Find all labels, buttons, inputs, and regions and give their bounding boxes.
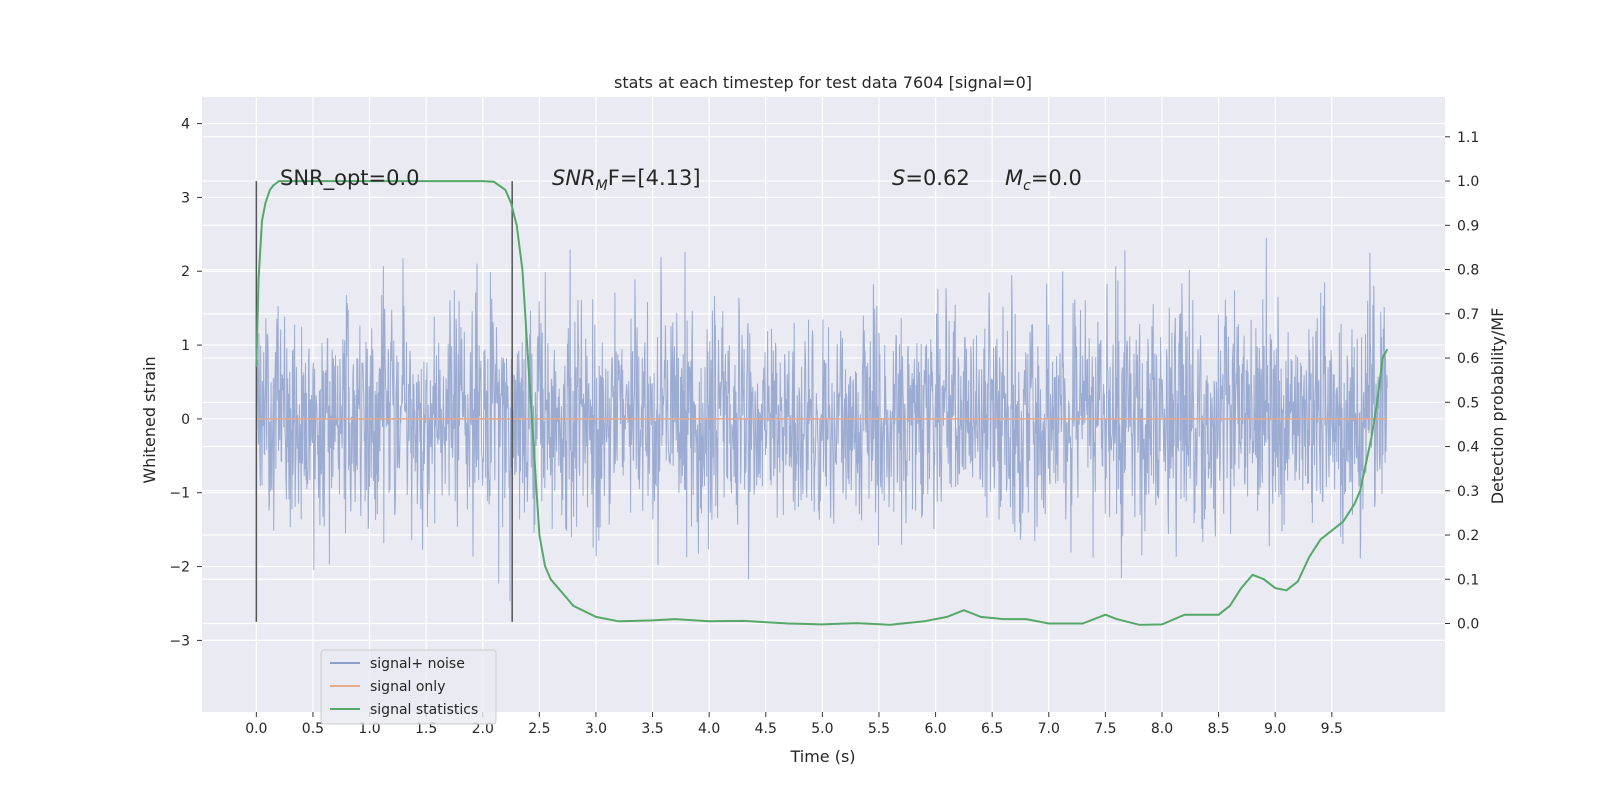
x-tick-label: 7.5: [1094, 721, 1116, 737]
y-axis-label: Whitened strain: [140, 356, 159, 483]
y-tick-label: 1: [181, 338, 190, 354]
signal-noise-series: [255, 237, 1388, 602]
y2-tick-label: 0.0: [1457, 617, 1479, 633]
x-axis-label: Time (s): [789, 747, 855, 766]
x-tick-label: 1.5: [415, 721, 437, 737]
y2-tick-label: 0.3: [1457, 484, 1479, 500]
x-tick-label: 3.0: [585, 721, 607, 737]
x-tick-label: 0.0: [245, 721, 267, 737]
chart-title: stats at each timestep for test data 760…: [614, 73, 1032, 92]
x-tick-label: 9.5: [1321, 721, 1343, 737]
y2-tick-label: 0.1: [1457, 572, 1479, 588]
y-tick-label: 0: [181, 412, 190, 428]
x-tick-label: 8.5: [1207, 721, 1229, 737]
snr-mf-annotation: SNRMF=[4.13]: [552, 166, 701, 194]
legend-label-stats: signal statistics: [370, 702, 478, 718]
y2-axis-ticks: 1.1 1.0 0.9 0.8 0.7 0.6 0.5 0.4 0.3 0.2 0.1 0.0: [1445, 130, 1479, 633]
x-tick-label: 9.0: [1264, 721, 1286, 737]
x-tick-label: 6.5: [981, 721, 1003, 737]
y2-tick-label: 0.7: [1457, 307, 1479, 323]
y2-tick-label: 0.2: [1457, 528, 1479, 544]
x-tick-label: 5.0: [811, 721, 833, 737]
x-tick-label: 7.0: [1038, 721, 1060, 737]
legend-box: [320, 649, 497, 725]
x-tick-label: 1.0: [358, 721, 380, 737]
y2-axis-label: Detection probability/MF: [1488, 308, 1507, 505]
x-tick-label: 5.5: [868, 721, 890, 737]
legend: signal+ noise signal only signal statist…: [320, 649, 497, 725]
y-tick-label: 2: [181, 264, 190, 280]
x-tick-label: 3.5: [641, 721, 663, 737]
y-tick-label: −1: [169, 486, 190, 502]
x-tick-label: 8.0: [1151, 721, 1173, 737]
y-tick-label: −3: [169, 633, 190, 649]
signal-statistics-series: [255, 180, 1389, 626]
legend-label-noise: signal+ noise: [370, 656, 465, 672]
x-tick-label: 4.5: [755, 721, 777, 737]
vertical-markers: [255, 181, 513, 622]
y2-tick-label: 0.6: [1457, 351, 1479, 367]
x-tick-label: 6.0: [924, 721, 946, 737]
y-tick-label: −2: [169, 560, 190, 576]
y2-tick-label: 0.4: [1457, 440, 1479, 456]
y2-tick-label: 0.9: [1457, 218, 1479, 234]
y-tick-label: 3: [181, 190, 190, 206]
y-tick-label: 4: [181, 117, 190, 133]
legend-label-signal: signal only: [370, 679, 445, 695]
x-tick-label: 0.5: [302, 721, 324, 737]
y2-tick-label: 1.0: [1457, 174, 1479, 190]
snr-opt-annotation: SNR_opt=0.0: [280, 166, 420, 191]
x-tick-label: 4.0: [698, 721, 720, 737]
signal-noise-line: [255, 237, 1388, 602]
x-tick-label: 2.5: [528, 721, 550, 737]
mc-annotation: Mc=0.0: [1005, 166, 1082, 194]
y2-tick-label: 0.5: [1457, 395, 1479, 411]
y2-tick-label: 0.8: [1457, 263, 1479, 279]
s-annotation: S=0.62: [892, 166, 970, 190]
y2-tick-label: 1.1: [1457, 130, 1479, 146]
y-axis-ticks: 4 3 2 1 0 −1 −2 −3: [169, 117, 202, 649]
signal-statistics-line: [255, 180, 1389, 626]
x-tick-label: 2.0: [472, 721, 494, 737]
x-axis-ticks: 0.0 0.5 1.0 1.5 2.0 2.5 3.0 3.5 4.0 4.5 5.0 5.5 6.0 6…: [245, 712, 1343, 737]
